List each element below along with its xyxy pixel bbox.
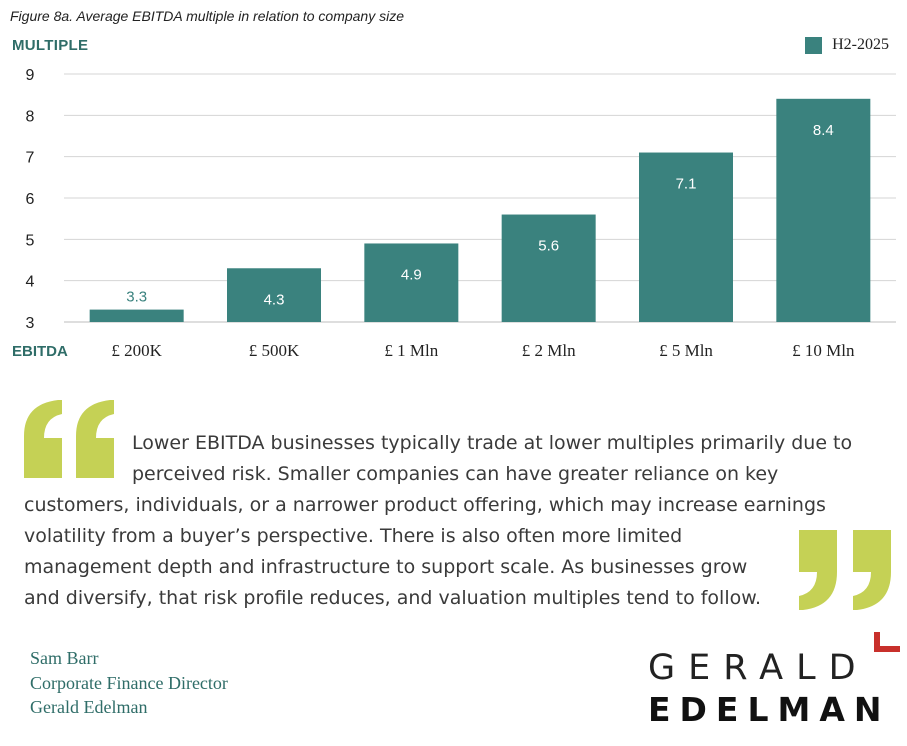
author-block: Sam Barr Corporate Finance Director Gera… [30, 646, 228, 720]
x-tick-label: £ 200K [111, 341, 162, 360]
close-quote-icon [799, 530, 891, 610]
logo-line-1: GERALD [648, 648, 869, 688]
legend-label: H2-2025 [832, 36, 889, 53]
data-label: 5.6 [538, 238, 559, 255]
author-company: Gerald Edelman [30, 697, 148, 717]
bar [776, 98, 871, 322]
open-quote-icon [24, 400, 114, 478]
author-title: Corporate Finance Director [30, 672, 228, 693]
quote-line: volatility from a buyer’s perspective. T… [24, 525, 683, 547]
y-tick-label: 4 [26, 274, 35, 291]
bar [227, 268, 321, 322]
y-tick-label: 8 [26, 108, 35, 125]
y-tick-label: 9 [26, 67, 35, 84]
data-label: 4.9 [401, 266, 422, 283]
quote-line: perceived risk. Smaller companies can ha… [132, 463, 779, 485]
company-logo: GERALD EDELMAN [648, 648, 891, 729]
bar-chart: 3 4 5 6 7 8 9 3.3 £ 200K 4.3 £ 500K 4.9 £ 1 Mln 5.6 £ … [12, 67, 896, 360]
data-label: 3.3 [126, 289, 147, 306]
data-label: 8.4 [813, 122, 834, 139]
y-tick-label: 5 [26, 232, 35, 249]
logo-line-2: EDELMAN [648, 690, 891, 729]
x-tick-label: £ 500K [249, 341, 300, 360]
quote-line: Lower EBITDA businesses typically trade … [132, 432, 853, 454]
data-label: 7.1 [676, 176, 697, 193]
y-tick-label: 3 [26, 315, 35, 332]
figure-caption: Figure 8a. Average EBITDA multiple in re… [10, 8, 405, 24]
chart-legend: H2-2025 [805, 36, 889, 54]
y-tick-label: 7 [26, 150, 35, 167]
bar [501, 214, 596, 322]
x-tick-label: £ 5 Mln [659, 341, 713, 360]
quote-line: and diversify, that risk profile reduces… [24, 587, 762, 609]
quote-line: management depth and infrastructure to s… [24, 556, 748, 578]
x-tick-label: £ 2 Mln [522, 341, 576, 360]
logo-mark-icon [874, 632, 900, 652]
bar [364, 243, 459, 322]
bar [639, 152, 733, 322]
x-tick-label: £ 1 Mln [384, 341, 438, 360]
bar [89, 309, 184, 322]
x-axis-title: EBITDA [12, 343, 68, 360]
data-label: 4.3 [264, 291, 285, 308]
author-name: Sam Barr [30, 648, 99, 668]
y-tick-label: 6 [26, 191, 35, 208]
x-tick-label: £ 10 Mln [792, 341, 855, 360]
legend-swatch [805, 36, 823, 54]
y-axis-title: MULTIPLE [12, 37, 89, 54]
quote-line: customers, individuals, or a narrower pr… [24, 494, 826, 516]
